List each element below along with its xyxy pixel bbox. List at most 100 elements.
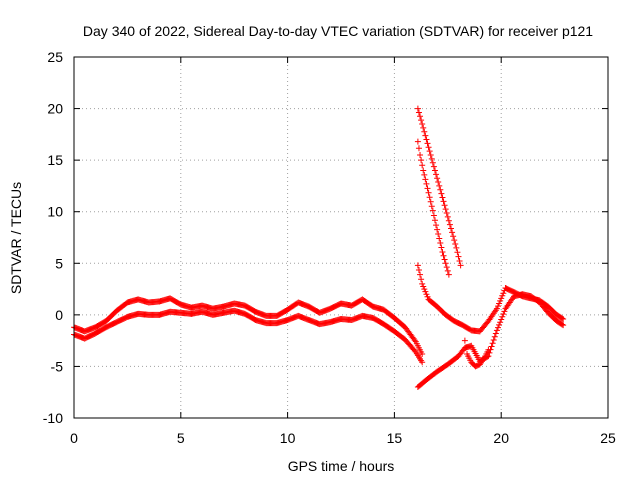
- data-point: [425, 144, 432, 151]
- data-point: [500, 311, 507, 318]
- data-point: [419, 280, 426, 287]
- data-point: [450, 233, 457, 240]
- x-axis-label: GPS time / hours: [288, 458, 395, 474]
- data-point: [436, 235, 443, 242]
- data-point: [417, 271, 424, 278]
- data-point: [494, 324, 501, 331]
- data-point: [431, 167, 438, 174]
- data-point: [446, 221, 453, 228]
- data-point: [456, 257, 463, 264]
- y-tick-label: 15: [47, 152, 63, 168]
- data-point: [414, 105, 421, 112]
- data-point: [435, 179, 442, 186]
- data-point: [419, 359, 426, 366]
- data-point: [433, 222, 440, 229]
- data-point: [442, 206, 449, 213]
- data-point: [436, 182, 443, 189]
- data-point: [417, 151, 424, 158]
- data-point: [499, 313, 506, 320]
- data-point: [442, 260, 449, 267]
- data-point: [440, 198, 447, 205]
- y-tick-label: 20: [47, 101, 63, 117]
- data-point: [418, 157, 425, 164]
- data-point: [415, 266, 422, 273]
- data-point: [415, 145, 422, 152]
- data-point: [449, 229, 456, 236]
- data-point: [499, 292, 506, 299]
- data-points: [71, 105, 567, 391]
- data-point: [437, 240, 444, 247]
- data-point: [498, 316, 505, 323]
- data-point: [421, 171, 428, 178]
- data-point: [428, 155, 435, 162]
- y-tick-label: -10: [43, 410, 63, 426]
- data-point: [419, 121, 426, 128]
- series-drop-segment-2: [414, 138, 452, 278]
- data-point: [435, 231, 442, 238]
- data-point: [439, 248, 446, 255]
- data-point: [429, 207, 436, 214]
- data-point: [434, 175, 441, 182]
- data-point: [424, 185, 431, 192]
- data-point: [444, 213, 451, 220]
- data-point: [423, 291, 430, 298]
- data-point: [454, 249, 461, 256]
- data-point: [425, 189, 432, 196]
- data-point: [434, 226, 441, 233]
- data-point: [445, 217, 452, 224]
- series-drop-segment-1: [414, 105, 464, 269]
- data-point: [426, 148, 433, 155]
- data-point: [498, 295, 505, 302]
- data-point: [489, 340, 496, 347]
- data-point: [457, 262, 464, 269]
- data-point: [441, 256, 448, 263]
- data-point: [411, 337, 418, 344]
- data-point: [496, 300, 503, 307]
- data-point: [560, 322, 567, 329]
- data-point: [485, 346, 492, 353]
- data-point: [419, 162, 426, 169]
- data-point: [429, 159, 436, 166]
- data-point: [494, 303, 501, 310]
- y-tick-label: 5: [55, 255, 63, 271]
- data-point: [461, 337, 468, 344]
- data-point: [420, 283, 427, 290]
- x-tick-label: 15: [387, 430, 403, 446]
- data-point: [438, 244, 445, 251]
- data-point: [421, 286, 428, 293]
- chart-title: Day 340 of 2022, Sidereal Day-to-day VTE…: [83, 23, 593, 39]
- data-point: [488, 343, 495, 350]
- series-main-band-upper: [71, 295, 426, 358]
- data-point: [439, 194, 446, 201]
- x-tick-label: 0: [70, 430, 78, 446]
- data-point: [438, 190, 445, 197]
- data-point: [431, 217, 438, 224]
- data-point: [424, 140, 431, 147]
- data-point: [414, 262, 421, 269]
- data-point: [444, 267, 451, 274]
- data-point: [443, 210, 450, 217]
- data-point: [441, 202, 448, 209]
- data-point: [418, 276, 425, 283]
- series-lower-recovery: [414, 291, 567, 391]
- axis-ticks: 0 5 10 15 20 25 -10 -5 0 5 10 15 20 25: [43, 49, 616, 446]
- data-point: [424, 293, 431, 300]
- y-axis-label: SDTVAR / TECUs: [8, 182, 24, 294]
- data-point: [423, 136, 430, 143]
- data-point: [560, 315, 567, 322]
- data-point: [427, 198, 434, 205]
- data-point: [559, 321, 566, 328]
- data-point: [490, 336, 497, 343]
- plot-frame: [73, 56, 609, 419]
- x-tick-label: 5: [177, 430, 185, 446]
- data-point: [423, 180, 430, 187]
- data-point: [419, 351, 426, 358]
- y-tick-label: 0: [55, 307, 63, 323]
- data-point: [430, 163, 437, 170]
- data-point: [427, 151, 434, 158]
- data-point: [420, 167, 427, 174]
- data-point: [500, 290, 507, 297]
- x-tick-label: 25: [600, 430, 616, 446]
- data-point: [452, 240, 459, 247]
